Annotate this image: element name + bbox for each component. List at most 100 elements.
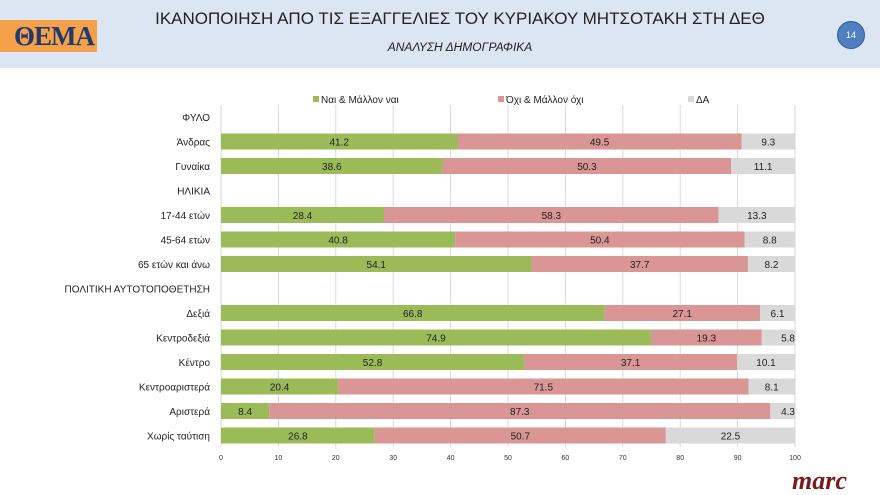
category-label: Γυναίκα (175, 161, 210, 173)
data-label: 66.8 (403, 309, 423, 320)
category-label: ΗΛΙΚΙΑ (177, 187, 210, 198)
bar-segment (770, 403, 795, 419)
bar-segment (731, 158, 795, 174)
data-label: 50.4 (590, 236, 610, 247)
bar-segment (221, 354, 525, 370)
data-label: 4.3 (781, 407, 795, 418)
bar-segment (221, 158, 443, 174)
bar-segment (737, 354, 795, 370)
page-title: ΙΚΑΝΟΠΟΙΗΣΗ ΑΠΟ ΤΙΣ ΕΞΑΓΓΕΛΙΕΣ ΤΟΥ ΚΥΡΙΑ… (155, 9, 765, 28)
data-label: 50.3 (577, 162, 597, 173)
data-label: 8.2 (765, 260, 779, 271)
x-tick-label: 80 (676, 455, 684, 462)
legend-label: Όχι & Μάλλον όχι (505, 94, 584, 106)
bar-segment (741, 133, 795, 150)
data-label: 37.1 (621, 358, 641, 369)
category-label: 65 ετών και άνω (138, 259, 210, 271)
bar-segment (665, 427, 795, 444)
page-subtitle: ΑΝΑΛΥΣΗ ΔΗΜΟΓΡΑΦΙΚΑ (387, 40, 533, 54)
bar-segment (747, 256, 795, 272)
data-label: 6.1 (771, 309, 785, 320)
data-label: 37.7 (630, 260, 650, 271)
legend-swatch (498, 96, 504, 102)
bar-segment (221, 133, 458, 150)
bar-segment (442, 158, 732, 174)
category-label: 45-64 ετών (161, 235, 210, 247)
data-label: 10.1 (756, 358, 776, 369)
category-label: ΦΥΛΟ (182, 113, 210, 124)
data-label: 5.8 (781, 334, 795, 345)
category-label: Χωρίς ταύτιση (147, 431, 210, 443)
x-tick-label: 90 (734, 455, 742, 462)
category-label: Άνδρας (177, 138, 211, 149)
bar-segment (221, 231, 456, 248)
data-label: 40.8 (328, 236, 348, 247)
data-label: 8.8 (763, 236, 777, 247)
x-tick-label: 60 (562, 455, 570, 462)
data-label: 9.3 (761, 138, 775, 149)
bar-segment (604, 305, 760, 321)
bar-segment (384, 207, 719, 223)
x-tick-label: 40 (447, 455, 455, 462)
category-label: Αριστερά (169, 406, 210, 418)
bar-segment (221, 207, 385, 223)
bar-segment (221, 256, 532, 272)
bar-segment (221, 329, 651, 346)
bar-segment (221, 427, 375, 444)
x-tick-label: 30 (389, 455, 397, 462)
bar-segment (457, 133, 742, 150)
data-label: 28.4 (293, 211, 313, 222)
bar-segment (524, 354, 738, 370)
data-label: 11.1 (754, 162, 773, 173)
category-label: Δεξιά (186, 308, 210, 320)
data-label: 41.2 (330, 138, 350, 149)
bar-segment (531, 256, 748, 272)
data-label: 87.3 (510, 407, 530, 418)
category-label: Κεντροδεξιά (156, 333, 210, 345)
bar-segment (221, 305, 605, 321)
category-label: 17-44 ετών (161, 210, 210, 222)
data-label: 50.7 (511, 432, 531, 443)
x-tick-label: 10 (275, 455, 283, 462)
data-label: 27.1 (672, 309, 692, 320)
x-tick-label: 100 (789, 455, 801, 462)
data-label: 20.4 (270, 383, 290, 394)
marc-logo: marc (792, 466, 847, 495)
data-label: 22.5 (721, 432, 741, 443)
x-tick-label: 70 (619, 455, 627, 462)
data-label: 52.8 (363, 358, 383, 369)
bar-segment (748, 378, 795, 395)
header-band (0, 0, 880, 68)
data-label: 49.5 (590, 138, 610, 149)
legend-swatch (313, 96, 319, 102)
data-label: 71.5 (534, 383, 554, 394)
bar-segment (759, 305, 795, 321)
x-tick-label: 0 (219, 455, 223, 462)
bar-segment (221, 403, 270, 419)
category-label: ΠΟΛΙΤΙΚΗ ΑΥΤΟΤΟΠΟΘΕΤΗΣΗ (65, 285, 210, 296)
bar-segment (221, 378, 339, 395)
thema-logo: ΘΕΜΑ (0, 20, 97, 52)
legend-swatch (688, 96, 694, 102)
data-label: 58.3 (542, 211, 562, 222)
category-label: Κέντρο (179, 357, 211, 369)
x-tick-label: 20 (332, 455, 340, 462)
x-tick-label: 50 (504, 455, 512, 462)
legend-label: ΔΑ (696, 95, 710, 106)
data-label: 54.1 (367, 260, 387, 271)
bar-segment (269, 403, 771, 419)
data-label: 19.3 (697, 334, 717, 345)
data-label: 74.9 (426, 334, 446, 345)
bar-segment (650, 329, 762, 346)
page-number-badge: 14 (837, 21, 865, 49)
bar-segment (744, 231, 795, 248)
data-label: 13.3 (747, 211, 767, 222)
data-label: 8.1 (765, 383, 779, 394)
bar-segment (338, 378, 749, 395)
data-label: 26.8 (288, 432, 308, 443)
bar-segment (761, 329, 795, 346)
data-label: 8.4 (238, 407, 252, 418)
bar-segment (455, 231, 745, 248)
bar-segment (374, 427, 666, 444)
